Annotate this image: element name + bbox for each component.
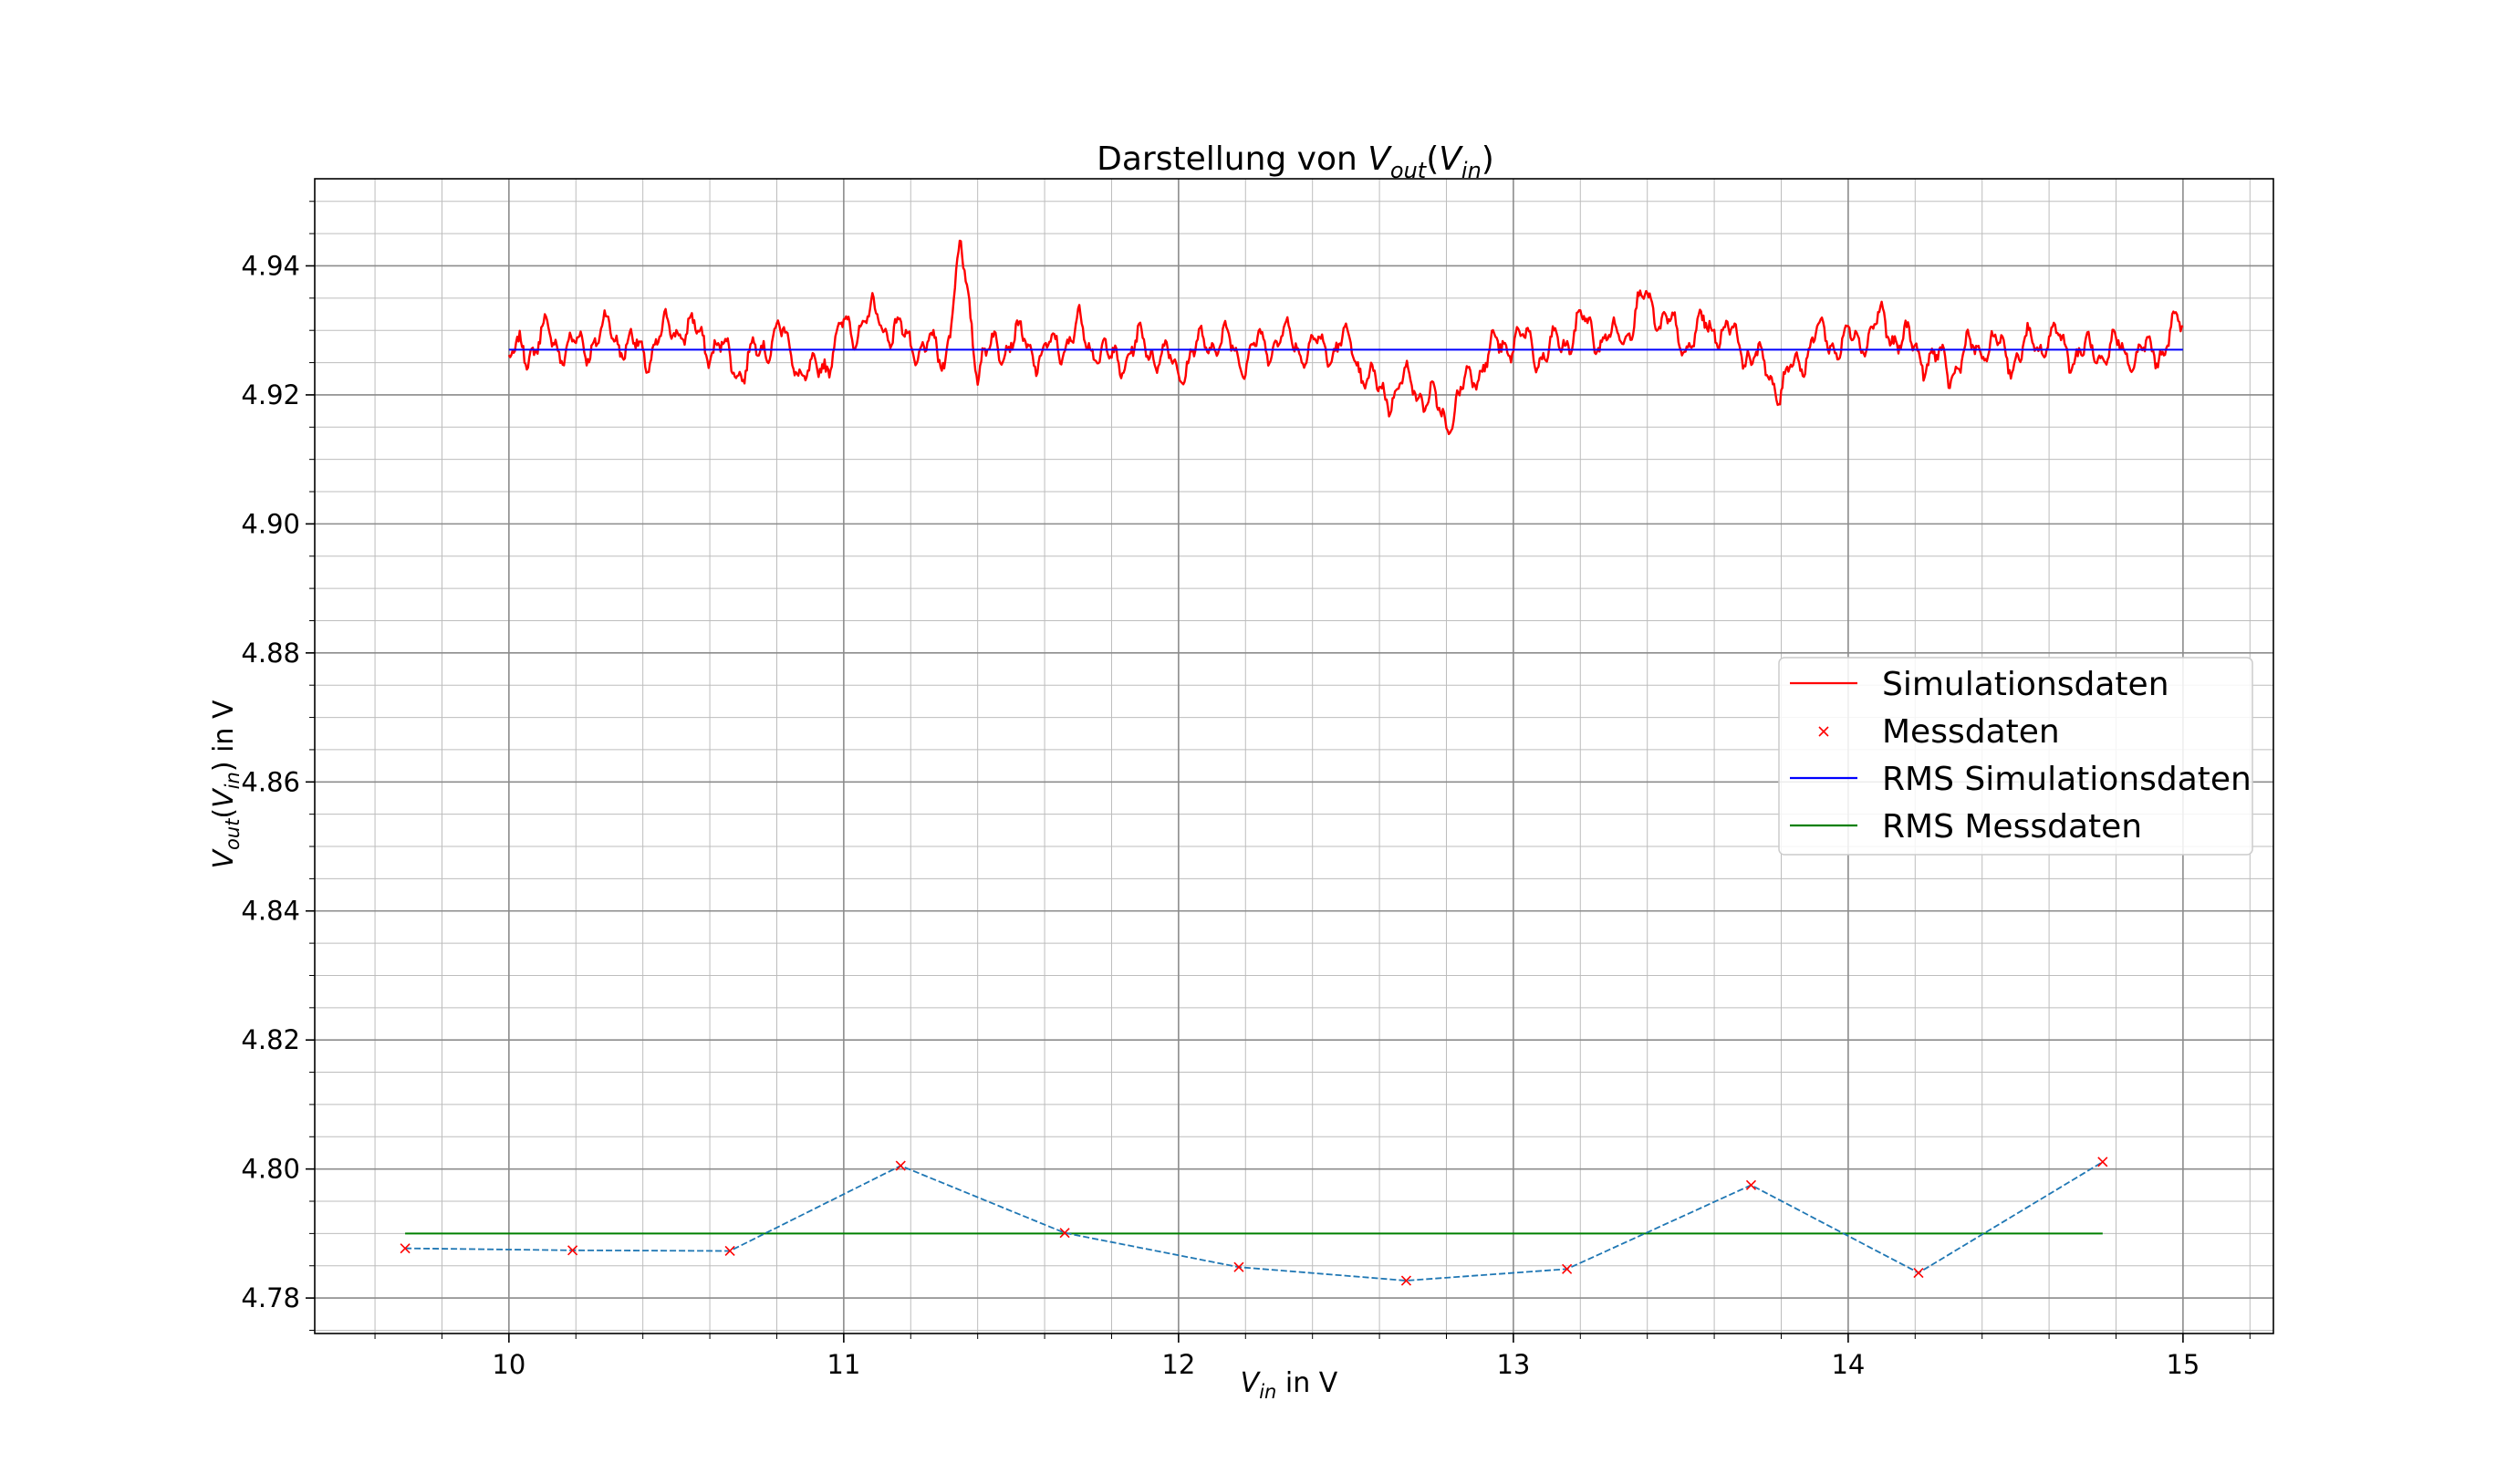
series-layer	[400, 239, 2184, 1286]
messdaten-point	[1233, 1261, 1244, 1272]
y-tick-label: 4.90	[241, 508, 300, 539]
x-tick-label: 10	[492, 1349, 525, 1380]
y-tick-label: 4.84	[241, 896, 300, 927]
legend-label-rms-messdaten: RMS Messdaten	[1882, 808, 2142, 846]
y-tick-label: 4.82	[241, 1024, 300, 1055]
y-axis-label: Vout(Vin) in V	[208, 700, 244, 868]
x-tick-label: 14	[1831, 1349, 1865, 1380]
x-axis-label: Vin in V	[1241, 1367, 1338, 1403]
messdaten-point	[1745, 1179, 1757, 1190]
y-tick-label: 4.88	[241, 638, 300, 669]
y-tick-label: 4.94	[241, 250, 300, 281]
x-tick-label: 12	[1161, 1349, 1195, 1380]
legend-label-simulationsdaten: Simulationsdaten	[1882, 666, 2169, 703]
messdaten-point	[1059, 1228, 1070, 1239]
ticks-layer: 10 11 12 13 14 15 4.78 4.80 4.82 4.84 4.86 4.88 4.90…	[241, 201, 2251, 1380]
messdaten-point	[1400, 1275, 1412, 1286]
messdaten-point	[1562, 1263, 1573, 1274]
messdaten-point	[724, 1245, 735, 1257]
y-tick-label: 4.80	[241, 1154, 300, 1185]
legend: Simulationsdaten Messdaten RMS Simulatio…	[1778, 657, 2253, 856]
x-tick-label: 13	[1496, 1349, 1530, 1380]
plot-frame	[314, 178, 2274, 1334]
chart-title: Darstellung von Vout(Vin)	[1097, 140, 1494, 183]
x-tick-label: 11	[827, 1349, 860, 1380]
grid-major	[315, 179, 2273, 1334]
legend-swatch-messdaten	[1818, 726, 1829, 737]
y-tick-label: 4.78	[241, 1282, 300, 1313]
y-tick-label: 4.86	[241, 766, 300, 797]
y-tick-label: 4.92	[241, 379, 300, 410]
legend-label-rms-simulationsdaten: RMS Simulationsdaten	[1882, 761, 2252, 798]
messdaten-point	[895, 1160, 906, 1171]
series-simulationsdaten-line	[507, 239, 2184, 436]
messdaten-point	[1913, 1267, 1924, 1279]
messdaten-point	[2097, 1157, 2108, 1167]
legend-label-messdaten: Messdaten	[1882, 713, 2060, 751]
x-tick-label: 15	[2166, 1349, 2200, 1380]
messdaten-point	[567, 1245, 578, 1256]
legend-box	[1778, 657, 2253, 856]
messdaten-point	[400, 1243, 411, 1254]
